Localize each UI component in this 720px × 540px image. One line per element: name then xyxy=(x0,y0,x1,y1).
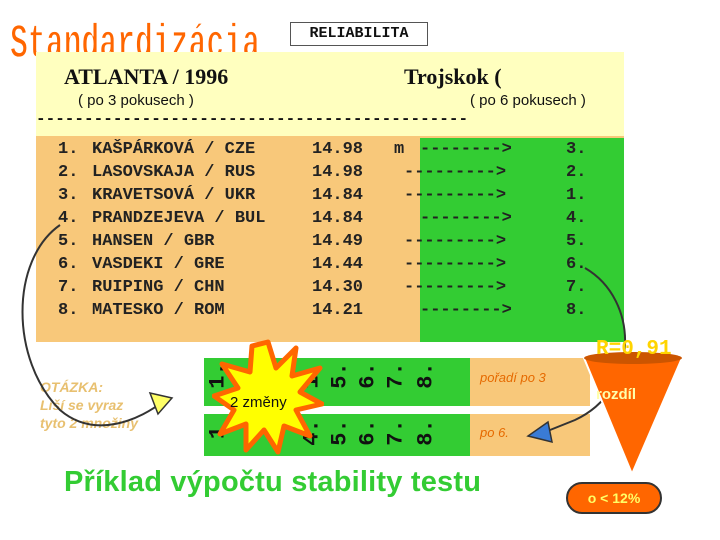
strip6-number: 8. xyxy=(413,419,439,446)
rank: 2. xyxy=(58,163,79,182)
threshold-badge: o < 12% xyxy=(566,482,662,514)
unit: m xyxy=(394,140,405,159)
strip6-number: 7. xyxy=(383,419,409,446)
result-row: 3. KRAVETSOVÁ / UKR 14.84 ---------> 1. xyxy=(36,186,624,209)
score: 14.21 xyxy=(312,301,364,320)
burst-label: 2 změny xyxy=(230,394,287,411)
score: 14.98 xyxy=(312,163,364,182)
new-rank: 3. xyxy=(566,140,587,159)
right-subheader: ( po 6 pokusech ) xyxy=(470,92,586,109)
question-line: Liší se vyraz xyxy=(40,397,124,413)
label-order-3: pořadí po 3 xyxy=(480,370,546,385)
new-rank: 5. xyxy=(566,232,587,251)
result-row: 8. MATESKO / ROM 14.21 --------> 8. xyxy=(36,301,624,324)
rank: 7. xyxy=(58,278,79,297)
strip6-number: 5. xyxy=(327,419,353,446)
result-row: 2. LASOVSKAJA / RUS 14.98 ---------> 2. xyxy=(36,163,624,186)
question-text: OTÁZKA: Liší se vyraz tyto 2 množiny xyxy=(40,378,190,432)
label-order-6: po 6. xyxy=(480,425,509,440)
new-rank: 6. xyxy=(566,255,587,274)
new-rank: 8. xyxy=(566,301,587,320)
right-header: Trojskok ( xyxy=(404,64,502,89)
score: 14.84 xyxy=(312,186,364,205)
score: 14.30 xyxy=(312,278,364,297)
score: 14.98 xyxy=(312,140,364,159)
rank: 1. xyxy=(58,140,79,159)
question-line: OTÁZKA: xyxy=(40,379,103,395)
funnel-icon xyxy=(582,352,684,477)
athlete-name: VASDEKI / GRE xyxy=(92,255,225,274)
arrow: --------> xyxy=(420,140,512,159)
reliability-value: R=0,91 xyxy=(596,338,672,361)
question-line: tyto 2 množiny xyxy=(40,415,139,431)
athlete-name: MATESKO / ROM xyxy=(92,301,225,320)
rank: 6. xyxy=(58,255,79,274)
arrow: --------> xyxy=(420,301,512,320)
strip3-number: 5. xyxy=(327,362,353,389)
arrow: ---------> xyxy=(404,163,507,182)
burst-icon xyxy=(212,339,324,455)
athlete-name: KAŠPÁRKOVÁ / CZE xyxy=(92,140,256,159)
athlete-name: LASOVSKAJA / RUS xyxy=(92,163,256,182)
left-header: ATLANTA / 1996 xyxy=(64,64,229,89)
new-rank: 2. xyxy=(566,163,587,182)
arrow: ---------> xyxy=(404,255,507,274)
left-subheader: ( po 3 pokusech ) xyxy=(78,92,194,109)
rank: 4. xyxy=(58,209,79,228)
score: 14.49 xyxy=(312,232,364,251)
arrow: ---------> xyxy=(404,278,507,297)
athlete-name: RUIPING / CHN xyxy=(92,278,225,297)
athlete-name: HANSEN / GBR xyxy=(92,232,215,251)
strip6-number: 6. xyxy=(355,419,381,446)
result-row: 5. HANSEN / GBR 14.49 ---------> 5. xyxy=(36,232,624,255)
arrow: ---------> xyxy=(404,186,507,205)
result-row: 4. PRANDZEJEVA / BUL 14.84 --------> 4. xyxy=(36,209,624,232)
new-rank: 4. xyxy=(566,209,587,228)
athlete-name: PRANDZEJEVA / BUL xyxy=(92,209,266,228)
result-row: 6. VASDEKI / GRE 14.44 ---------> 6. xyxy=(36,255,624,278)
result-row: 1. KAŠPÁRKOVÁ / CZE 14.98 m --------> 3. xyxy=(36,140,624,163)
strip3-number: 6. xyxy=(355,362,381,389)
difference-label: rozdíl xyxy=(596,386,636,403)
arrow: --------> xyxy=(420,209,512,228)
arrow: ---------> xyxy=(404,232,507,251)
result-row: 7. RUIPING / CHN 14.30 ---------> 7. xyxy=(36,278,624,301)
rank: 5. xyxy=(58,232,79,251)
results-panel-header xyxy=(36,52,624,136)
rank: 8. xyxy=(58,301,79,320)
new-rank: 7. xyxy=(566,278,587,297)
strip3-number: 7. xyxy=(383,362,409,389)
score: 14.84 xyxy=(312,209,364,228)
strip3-number: 8. xyxy=(413,362,439,389)
rank: 3. xyxy=(58,186,79,205)
reliabilita-label: RELIABILITA xyxy=(290,22,428,46)
new-rank: 1. xyxy=(566,186,587,205)
athlete-name: KRAVETSOVÁ / UKR xyxy=(92,186,256,205)
score: 14.44 xyxy=(312,255,364,274)
footer-title: Příklad výpočtu stability testu xyxy=(64,466,482,498)
divider-dashes: ----------------------------------------… xyxy=(36,110,469,128)
